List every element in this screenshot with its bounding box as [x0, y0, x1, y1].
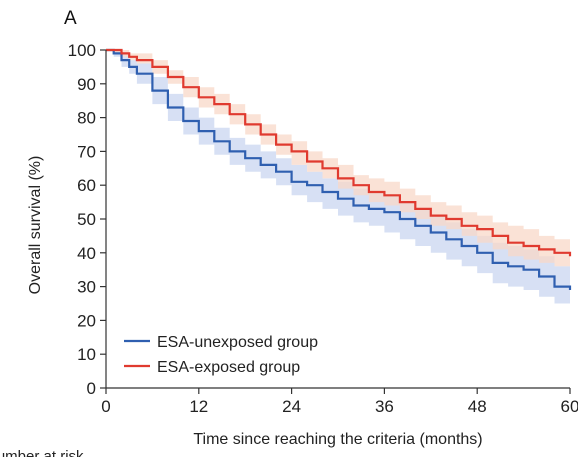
- x-tick-label: 0: [101, 397, 110, 416]
- legend: ESA-unexposed group ESA-exposed group: [124, 334, 318, 376]
- x-axis-ticks: 0 12 24 36 48 60: [101, 388, 578, 416]
- y-tick-label: 90: [77, 75, 96, 94]
- survival-curve-exposed: [106, 48, 572, 257]
- y-tick-label: 100: [68, 41, 96, 60]
- survival-curves: [106, 48, 572, 290]
- x-tick-label: 12: [189, 397, 208, 416]
- y-tick-label: 70: [77, 142, 96, 161]
- y-tick-label: 20: [77, 311, 96, 330]
- x-tick-label: 36: [375, 397, 394, 416]
- x-axis-label: Time since reaching the criteria (months…: [193, 431, 482, 448]
- x-tick-label: 48: [468, 397, 487, 416]
- y-tick-label: 60: [77, 176, 96, 195]
- y-tick-label: 30: [77, 278, 96, 297]
- y-tick-label: 0: [87, 379, 96, 398]
- y-tick-label: 40: [77, 244, 96, 263]
- y-axis-ticks: 0 10 20 30 40 50 60 70 80 90 100: [68, 41, 106, 398]
- y-tick-label: 50: [77, 210, 96, 229]
- x-tick-label: 24: [282, 397, 301, 416]
- panel-label: A: [64, 8, 77, 29]
- survival-curve-unexposed: [106, 48, 572, 290]
- number-at-risk-label: Number at risk: [0, 448, 84, 457]
- y-tick-label: 10: [77, 345, 96, 364]
- y-tick-label: 80: [77, 109, 96, 128]
- legend-label-unexposed: ESA-unexposed group: [157, 334, 318, 351]
- legend-label-exposed: ESA-exposed group: [157, 359, 300, 376]
- x-tick-label: 60: [561, 397, 578, 416]
- y-axis-label: Overall survival (%): [27, 156, 44, 295]
